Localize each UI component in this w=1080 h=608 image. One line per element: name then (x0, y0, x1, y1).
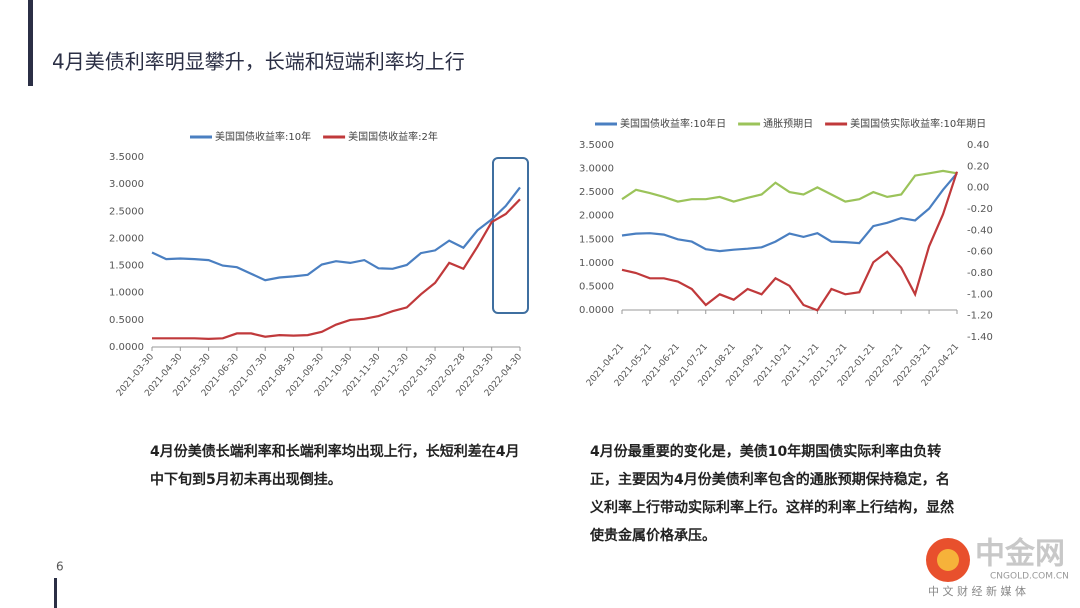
y-tick-label: 2.5000 (109, 206, 144, 217)
series-line (151, 186, 521, 282)
logo-inner (937, 549, 959, 571)
series-line (152, 198, 521, 341)
y-tick-label: 0.5000 (579, 281, 614, 292)
y2-tick-label: -0.20 (967, 204, 993, 215)
series-line (621, 169, 958, 203)
accent-bar (28, 0, 33, 86)
y2-tick-label: 0.00 (967, 183, 989, 194)
y2-tick-label: -1.40 (967, 332, 993, 343)
legend-label: 美国国债收益率:10年日 (620, 117, 726, 130)
y-tick-label: 2.5000 (579, 187, 614, 198)
y-tick-label: 0.5000 (109, 315, 144, 326)
y-tick-label: 3.5000 (109, 152, 144, 163)
y2-tick-label: 0.40 (967, 140, 989, 151)
y-tick-label: 1.5000 (109, 261, 144, 272)
y-tick-label: 3.5000 (579, 140, 614, 151)
legend-label: 美国国债实际收益率:10年期日 (850, 117, 986, 130)
y-tick-label: 3.0000 (109, 179, 144, 190)
y2-tick-label: -0.40 (967, 225, 993, 236)
watermark-name: 中金网 (975, 537, 1065, 572)
legend-label: 美国国债收益率:2年 (348, 130, 438, 143)
y-tick-label: 2.0000 (109, 233, 144, 244)
y2-tick-label: -0.60 (967, 247, 993, 258)
series-line (621, 171, 959, 312)
y2-tick-label: 0.20 (967, 161, 989, 172)
y-tick-label: 0.0000 (109, 342, 144, 353)
y-tick-label: 1.0000 (109, 288, 144, 299)
y2-tick-label: -1.00 (967, 289, 993, 300)
note-right: 4月份最重要的变化是，美债10年期国债实际利率由负转正，主要因为4月份美债利率包… (590, 444, 954, 544)
footer-bar (54, 578, 57, 608)
y-tick-label: 2.0000 (579, 211, 614, 222)
legend-label: 美国国债收益率:10年 (215, 130, 311, 143)
y-tick-label: 3.0000 (579, 164, 614, 175)
legend-label: 通胀预期日 (763, 118, 813, 130)
y2-tick-label: -0.80 (967, 268, 993, 279)
note-left: 4月份美债长端利率和长端利率均出现上行，长短利差在4月中下旬到5月初未再出现倒挂… (150, 444, 520, 488)
watermark-site: CNGOLD.COM.CN (990, 572, 1069, 582)
slide-title: 4月美债利率明显攀升，长端和短端利率均上行 (52, 50, 465, 74)
y-tick-label: 1.0000 (579, 258, 614, 269)
watermark-tagline: 中 文 财 经 新 媒 体 (928, 584, 1026, 598)
y-tick-label: 0.0000 (579, 305, 614, 316)
page-number: 6 (56, 560, 64, 574)
y2-tick-label: -1.20 (967, 311, 993, 322)
series-line (621, 172, 958, 253)
y-tick-label: 1.5000 (579, 234, 614, 245)
highlight-box (492, 157, 529, 314)
